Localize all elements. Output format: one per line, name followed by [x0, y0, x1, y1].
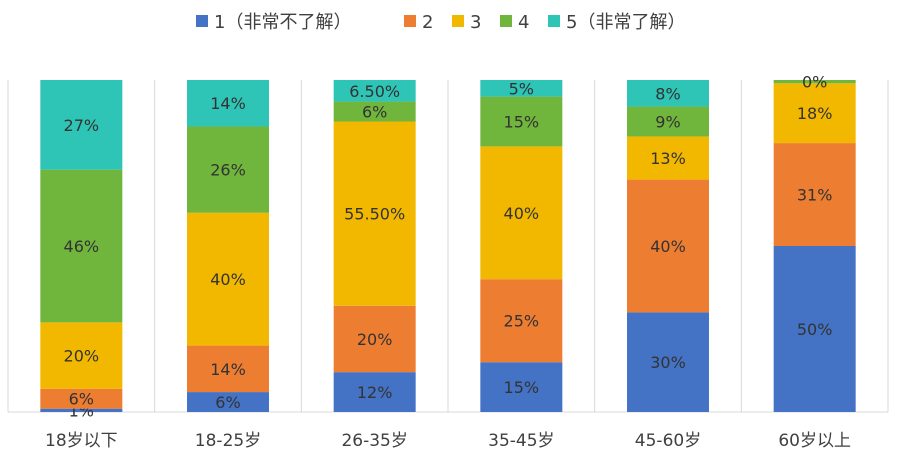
- legend-swatch: [404, 15, 416, 27]
- data-label: 15%: [504, 378, 540, 397]
- bar-segment: [333, 121, 416, 306]
- bar-segment: [187, 345, 269, 393]
- data-label: 8%: [655, 84, 680, 103]
- data-label: 40%: [650, 237, 686, 256]
- x-tick-label: 60岁以上: [778, 431, 851, 451]
- x-tick-label: 18岁以下: [45, 431, 118, 451]
- x-tick-label: 45-60岁: [635, 431, 701, 451]
- bar-segment: [627, 106, 709, 137]
- data-label: 25%: [504, 312, 540, 331]
- bar-segment: [480, 80, 563, 97]
- data-label: 5%: [509, 79, 534, 98]
- legend-swatch: [500, 15, 512, 27]
- bar-segment: [333, 372, 416, 412]
- data-label: 12%: [357, 383, 393, 402]
- data-label: 13%: [650, 149, 686, 168]
- data-label: 26%: [210, 161, 246, 180]
- bar-segment: [627, 312, 709, 412]
- legend-label: 2: [422, 12, 433, 33]
- x-tick-label: 35-45岁: [488, 431, 554, 451]
- bar-segment: [627, 80, 709, 107]
- bar-segment: [773, 143, 856, 246]
- bar-segment: [773, 80, 856, 84]
- legend-swatch: [452, 15, 464, 27]
- data-label: 6%: [69, 390, 94, 409]
- legend-swatch: [548, 15, 560, 27]
- bar-segment: [480, 146, 563, 280]
- data-label: 6%: [215, 393, 240, 412]
- bar-segment: [773, 83, 856, 144]
- bar-segment: [40, 169, 123, 323]
- bar-segment: [333, 80, 416, 102]
- bar-segment: [40, 80, 123, 170]
- legend-label: 5（非常了解）: [566, 12, 685, 33]
- legend-label: 1（非常不了解）: [214, 12, 351, 33]
- data-label: 40%: [210, 270, 246, 289]
- bar-segment: [40, 388, 123, 409]
- data-label: 6.50%: [349, 82, 400, 101]
- data-label: 30%: [650, 353, 686, 372]
- x-tick-label: 18-25岁: [195, 431, 261, 451]
- data-label: 46%: [64, 237, 100, 256]
- data-label: 55.50%: [344, 205, 405, 224]
- legend-label: 3: [470, 12, 481, 33]
- bar-segment: [187, 80, 269, 127]
- data-label: 40%: [504, 204, 540, 223]
- bar-segment: [333, 305, 416, 373]
- bar-segment: [187, 212, 269, 346]
- data-label: 14%: [210, 360, 246, 379]
- data-label: 9%: [655, 113, 680, 132]
- data-label: 0%: [802, 73, 827, 92]
- bar-segment: [627, 136, 709, 180]
- bar-segment: [627, 179, 709, 313]
- bar-segment: [187, 126, 269, 213]
- bar-segment: [773, 246, 856, 412]
- data-label: 50%: [797, 320, 833, 339]
- legend-swatch: [196, 15, 208, 27]
- data-label: 20%: [357, 330, 393, 349]
- data-label: 20%: [64, 347, 100, 366]
- bar-segment: [480, 96, 563, 147]
- data-label: 6%: [362, 103, 387, 122]
- bar-segment: [40, 408, 123, 412]
- bar-segment: [333, 101, 416, 122]
- data-label: 15%: [504, 113, 540, 132]
- legend-label: 4: [518, 12, 529, 33]
- data-label: 14%: [210, 94, 246, 113]
- bar-segment: [187, 392, 269, 412]
- x-tick-label: 26-35岁: [341, 431, 407, 451]
- data-label: 31%: [797, 186, 833, 205]
- data-label: 18%: [797, 104, 833, 123]
- bar-segment: [480, 362, 563, 412]
- bar-segment: [40, 322, 123, 389]
- bar-segment: [480, 279, 563, 363]
- data-label: 27%: [64, 116, 100, 135]
